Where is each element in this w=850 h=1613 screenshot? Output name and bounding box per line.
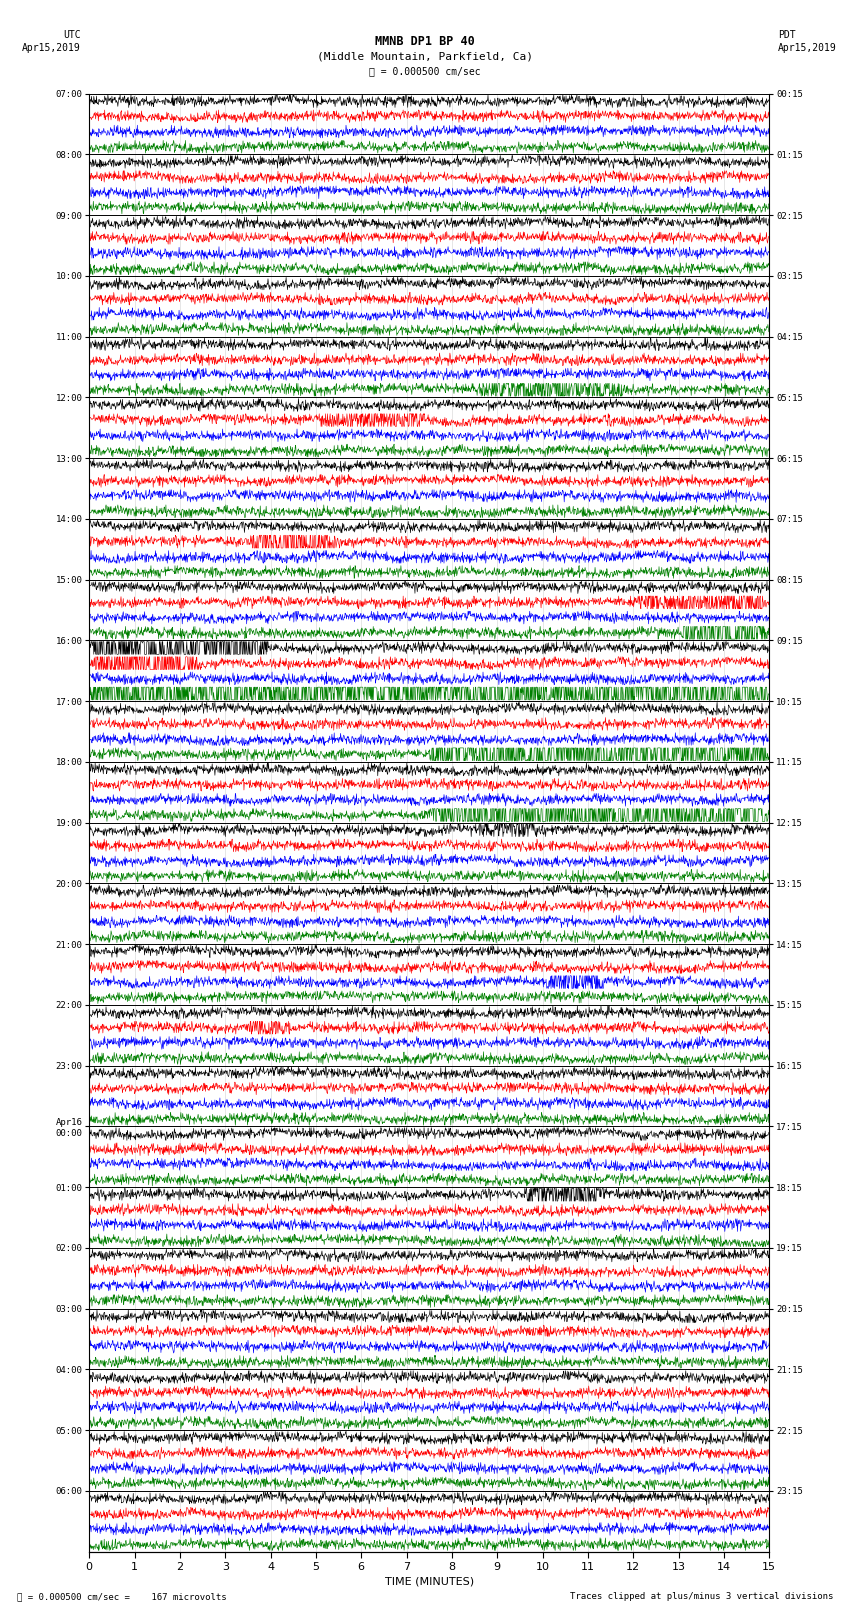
X-axis label: TIME (MINUTES): TIME (MINUTES) xyxy=(385,1576,473,1586)
Text: Traces clipped at plus/minus 3 vertical divisions: Traces clipped at plus/minus 3 vertical … xyxy=(570,1592,833,1602)
Text: ⏐ = 0.000500 cm/sec =    167 microvolts: ⏐ = 0.000500 cm/sec = 167 microvolts xyxy=(17,1592,227,1602)
Text: Apr15,2019: Apr15,2019 xyxy=(778,44,836,53)
Text: MMNB DP1 BP 40: MMNB DP1 BP 40 xyxy=(375,35,475,48)
Text: ⏐ = 0.000500 cm/sec: ⏐ = 0.000500 cm/sec xyxy=(369,66,481,76)
Text: PDT: PDT xyxy=(778,31,796,40)
Text: Apr15,2019: Apr15,2019 xyxy=(22,44,81,53)
Text: UTC: UTC xyxy=(63,31,81,40)
Text: (Middle Mountain, Parkfield, Ca): (Middle Mountain, Parkfield, Ca) xyxy=(317,52,533,61)
